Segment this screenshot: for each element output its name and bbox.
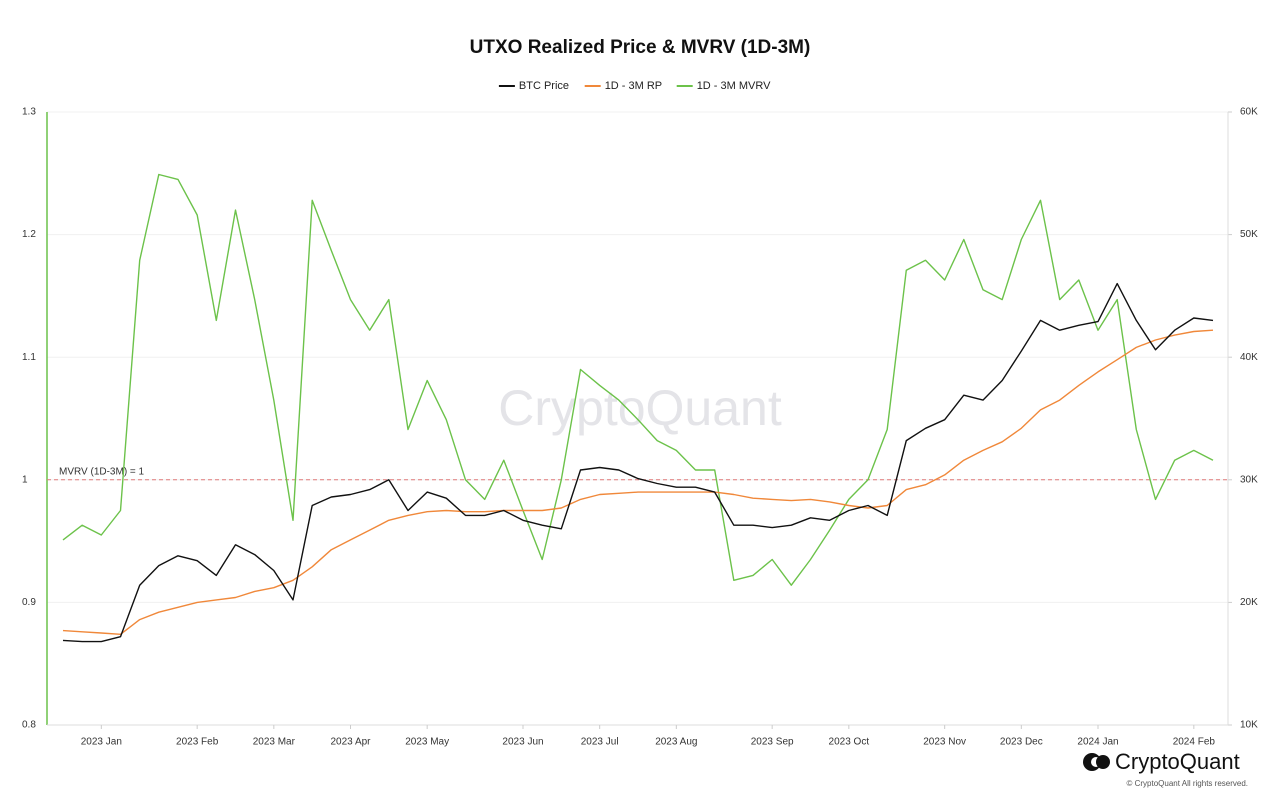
- copyright: © CryptoQuant All rights reserved.: [1127, 779, 1249, 788]
- x-tick-label: 2024 Jan: [1077, 737, 1118, 748]
- y-tick-label: 1.2: [22, 229, 36, 240]
- watermark: CryptoQuant: [498, 380, 782, 436]
- x-tick-label: 2023 Jun: [502, 737, 543, 748]
- y2-tick-label: 30K: [1240, 474, 1258, 485]
- x-tick-label: 2023 Nov: [923, 737, 966, 748]
- series-line: [62, 282, 1214, 643]
- x-tick-label: 2023 Jul: [581, 737, 619, 748]
- x-tick-label: 2023 Mar: [253, 737, 296, 748]
- series-line: [62, 329, 1214, 635]
- y-tick-label: 0.8: [22, 720, 36, 731]
- y-tick-label: 1.1: [22, 352, 36, 363]
- x-tick-label: 2024 Feb: [1173, 737, 1216, 748]
- x-tick-label: 2023 Oct: [829, 737, 870, 748]
- y2-tick-label: 40K: [1240, 352, 1258, 363]
- legend-label: 1D - 3M MVRV: [697, 80, 771, 92]
- logo-text: CryptoQuant: [1115, 749, 1240, 774]
- chart-title: UTXO Realized Price & MVRV (1D-3M): [470, 37, 811, 58]
- logo-icon: [1083, 753, 1110, 771]
- x-tick-label: 2023 May: [405, 737, 449, 748]
- y-tick-label: 0.9: [22, 597, 36, 608]
- x-tick-label: 2023 Feb: [176, 737, 219, 748]
- reference-label: MVRV (1D-3M) = 1: [59, 466, 145, 477]
- x-tick-label: 2023 Aug: [655, 737, 697, 748]
- y2-tick-label: 20K: [1240, 597, 1258, 608]
- y2-tick-label: 50K: [1240, 229, 1258, 240]
- x-tick-label: 2023 Apr: [330, 737, 371, 748]
- y2-tick-label: 60K: [1240, 107, 1258, 118]
- legend-label: 1D - 3M RP: [605, 80, 662, 92]
- y2-tick-label: 10K: [1240, 720, 1258, 731]
- series-line: [62, 173, 1214, 586]
- y-tick-label: 1: [22, 474, 28, 485]
- y-tick-label: 1.3: [22, 107, 36, 118]
- x-tick-label: 2023 Sep: [751, 737, 794, 748]
- legend-label: BTC Price: [519, 80, 569, 92]
- x-tick-label: 2023 Jan: [81, 737, 122, 748]
- x-tick-label: 2023 Dec: [1000, 737, 1043, 748]
